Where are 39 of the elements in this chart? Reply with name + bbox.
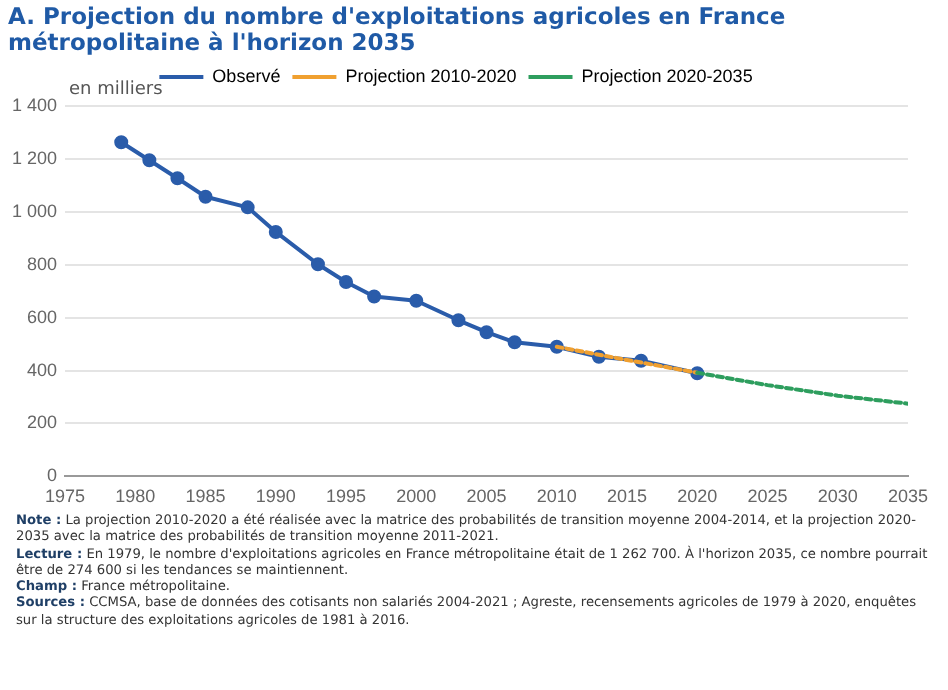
x-tick-label: 2030 [817, 486, 858, 507]
point [240, 200, 255, 215]
x-tick-label: 1980 [115, 486, 156, 507]
x-tick-label: 2005 [466, 486, 507, 507]
x-tick-label: 2035 [887, 486, 929, 507]
point [507, 335, 522, 350]
x-tick-label: 1975 [45, 486, 86, 507]
point [268, 224, 283, 239]
point [114, 135, 129, 150]
x-tick-label: 1995 [326, 486, 367, 507]
x-tick-label: 2010 [536, 486, 577, 507]
point [310, 257, 325, 272]
point [339, 274, 354, 289]
point [367, 289, 382, 304]
y-axis-title: en milliers [69, 79, 164, 100]
point [170, 171, 185, 186]
y-tick-label: 800 [26, 253, 58, 274]
y-tick-label: 400 [26, 359, 58, 380]
x-tick-label: 2000 [396, 486, 437, 507]
chart-title: A. Projection du nombre d'exploitations agricoles en France métropolitaine à l'horizon 2035 [6, 0, 788, 56]
x-tick-label: 2025 [747, 486, 788, 507]
point [198, 189, 213, 204]
point [479, 325, 494, 340]
legend-label: Projection 2010-2020 [345, 65, 517, 86]
y-tick-label: 1 000 [11, 200, 58, 221]
y-tick-label: 600 [26, 306, 58, 327]
point [451, 313, 466, 328]
x-tick-label: 2020 [677, 486, 718, 507]
y-tick-label: 1 200 [11, 147, 58, 168]
x-tick-label: 1985 [185, 486, 226, 507]
y-tick-label: 0 [47, 465, 58, 486]
legend-label: Projection 2020-2035 [581, 65, 753, 86]
x-tick-label: 2015 [606, 486, 648, 507]
legend-label: Observé [212, 65, 281, 86]
point [142, 153, 157, 168]
y-tick-label: 1 400 [11, 94, 58, 115]
y-tick-label: 200 [26, 412, 58, 433]
point [409, 293, 424, 308]
x-tick-label: 1990 [255, 486, 296, 507]
